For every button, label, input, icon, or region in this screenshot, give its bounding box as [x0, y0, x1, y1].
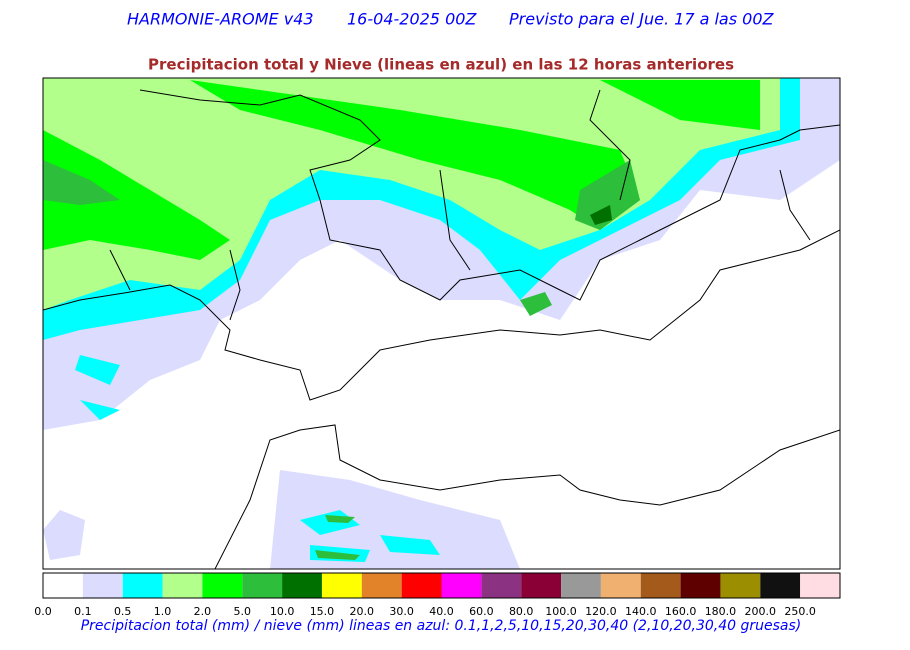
colorbar-label: 5.0: [234, 605, 252, 618]
colorbar-label: 0.0: [34, 605, 52, 618]
colorbar-box: [43, 573, 83, 598]
colorbar-box: [401, 573, 442, 598]
colorbar-label: 250.0: [784, 605, 816, 618]
colorbar-label: 80.0: [509, 605, 534, 618]
colorbar-box: [122, 573, 163, 598]
colorbar-box: [680, 573, 721, 598]
subtitle: Precipitacion total y Nieve (lineas en a…: [148, 56, 734, 74]
colorbar-box: [162, 573, 203, 598]
colorbar-label: 1.0: [154, 605, 172, 618]
colorbar-box: [600, 573, 641, 598]
colorbar-label: 2.0: [194, 605, 212, 618]
colorbar-box: [720, 573, 761, 598]
colorbar-label: 40.0: [429, 605, 454, 618]
forecast-time: Previsto para el Jue. 17 a las 00Z: [509, 10, 775, 29]
colorbar-frame: [42, 572, 841, 599]
colorbar-label: 20.0: [350, 605, 375, 618]
colorbar-box: [441, 573, 482, 598]
colorbar-box: [800, 573, 840, 598]
colorbar-label: 140.0: [625, 605, 657, 618]
colorbar-label: 180.0: [705, 605, 737, 618]
colorbar-label: 200.0: [745, 605, 777, 618]
colorbar-box: [521, 573, 562, 598]
colorbar-box: [82, 573, 123, 598]
colorbar-box: [361, 573, 402, 598]
colorbar-box: [321, 573, 362, 598]
colorbar-box: [282, 573, 322, 598]
colorbar-label: 0.5: [114, 605, 132, 618]
model: HARMONIE-AROME v43: [127, 10, 314, 29]
colorbar-label: 10.0: [270, 605, 295, 618]
colorbar-box: [202, 573, 243, 598]
colorbar: 0.0 0.1 0.5 1.0 2.0 5.0 10.0 15.0 20.0 30.0 40.0 60…: [34, 573, 840, 618]
colorbar-box: [640, 573, 681, 598]
colorbar-label: 160.0: [665, 605, 697, 618]
caption: Precipitacion total (mm) / nieve (mm) li…: [81, 618, 802, 634]
colorbar-box: [481, 573, 522, 598]
colorbar-label: 30.0: [389, 605, 414, 618]
colorbar-label: 15.0: [310, 605, 335, 618]
colorbar-label: 0.1: [74, 605, 92, 618]
colorbar-label: 60.0: [469, 605, 494, 618]
map: [42, 77, 841, 570]
colorbar-box: [242, 573, 283, 598]
run-time: 16-04-2025 00Z: [347, 10, 477, 29]
colorbar-label: 120.0: [585, 605, 617, 618]
colorbar-box: [561, 573, 601, 598]
colorbar-label: 100.0: [545, 605, 577, 618]
colorbar-box: [760, 573, 801, 598]
